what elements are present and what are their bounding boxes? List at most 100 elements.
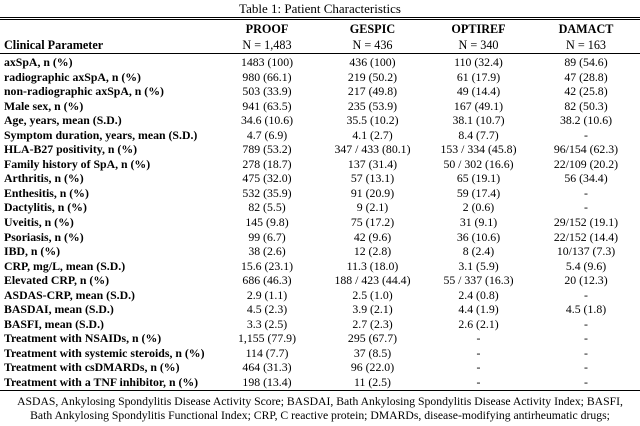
value-cell: 4.1 (2.7) xyxy=(352,127,393,142)
column-header-damact: DAMACT xyxy=(558,22,614,36)
value-cell: 2.7 (2.3) xyxy=(352,316,393,331)
value-cell: 31 (9.1) xyxy=(459,215,498,230)
value-cell: 2.6 (2.1) xyxy=(458,316,499,331)
clinical-parameter-cell: Family history of SpA, n (%) xyxy=(4,156,151,171)
value-cell: 42 (9.6) xyxy=(353,229,392,244)
value-cell: - xyxy=(584,345,588,360)
value-cell: 37 (8.5) xyxy=(353,345,392,360)
column-header-optiref: OPTIREF xyxy=(451,22,506,36)
table-row: Age, years, mean (S.D.) 34.6 (10.6) 35.5 (… xyxy=(0,113,640,128)
clinical-parameter-header: Clinical Parameter xyxy=(4,38,104,52)
table-row: Dactylitis, n (%) 82 (5.5) 9 (2.1) 2 (0.6) - xyxy=(0,200,640,215)
value-cell: 50 / 302 (16.6) xyxy=(443,156,514,171)
table-row: IBD, n (%) 38 (2.6) 12 (2.8) 8 (2.4) 10/137 … xyxy=(0,244,640,259)
value-cell: 4.7 (6.9) xyxy=(246,127,288,142)
footnote-line-1: ASDAS, Ankylosing Spondylitis Disease Ac… xyxy=(17,394,623,408)
value-cell: 4.5 (1.8) xyxy=(565,302,607,317)
clinical-parameter-cell: Treatment with csDMARDs, n (%) xyxy=(4,360,180,375)
value-cell: 2.4 (0.8) xyxy=(458,287,499,302)
value-cell: 47 (28.8) xyxy=(564,69,608,84)
value-cell: 217 (49.8) xyxy=(347,84,398,99)
value-cell: 3.1 (5.9) xyxy=(458,258,499,273)
value-cell: 980 (66.1) xyxy=(242,69,292,84)
value-cell: 82 (5.5) xyxy=(248,200,286,215)
clinical-parameter-cell: HLA-B27 positivity, n (%) xyxy=(4,142,138,157)
clinical-parameter-cell: IBD, n (%) xyxy=(4,244,61,259)
column-header-proof: PROOF xyxy=(245,22,289,36)
clinical-parameter-cell: Arthritis, n (%) xyxy=(4,171,84,186)
value-cell: 42 (25.8) xyxy=(564,84,608,99)
clinical-parameter-cell: CRP, mg/L, mean (S.D.) xyxy=(4,258,126,273)
value-cell: 35.5 (10.2) xyxy=(346,113,399,128)
clinical-parameter-cell: axSpA, n (%) xyxy=(4,55,73,69)
table-row: Psoriasis, n (%) 99 (6.7) 42 (9.6) 36 (10.6… xyxy=(0,230,640,245)
value-cell: 12 (2.8) xyxy=(353,244,392,259)
value-cell: 56 (34.4) xyxy=(564,171,608,186)
table-row: Treatment with NSAIDs, n (%) 1,155 (77.9)… xyxy=(0,331,640,346)
clinical-parameter-cell: BASFI, mean (S.D.) xyxy=(4,316,104,331)
value-cell: 61 (17.9) xyxy=(456,69,501,84)
value-cell: 8 (2.4) xyxy=(462,244,495,259)
value-cell: 188 / 423 (44.4) xyxy=(334,273,411,288)
value-cell: 65 (19.1) xyxy=(456,171,501,186)
value-cell: 789 (53.2) xyxy=(242,142,292,157)
sample-size-row: Clinical Parameter N = 1,483 N = 436 N =… xyxy=(0,37,640,54)
value-cell: 4.5 (2.3) xyxy=(246,302,288,317)
value-cell: 11.3 (18.0) xyxy=(346,258,399,273)
value-cell: 503 (33.9) xyxy=(242,84,292,99)
value-cell: - xyxy=(584,331,588,346)
value-cell: 153 / 334 (45.8) xyxy=(440,142,517,157)
footnote-line-2: Bath Ankylosing Spondylitis Functional I… xyxy=(30,408,610,422)
value-cell: 99 (6.7) xyxy=(248,229,286,244)
value-cell: 55 / 337 (16.3) xyxy=(443,273,514,288)
value-cell: 8.4 (7.7) xyxy=(458,127,499,142)
value-cell: 532 (35.9) xyxy=(242,185,292,200)
value-cell: 22/109 (20.2) xyxy=(553,156,619,171)
value-cell: 347 / 433 (80.1) xyxy=(334,142,411,157)
sample-size-optiref: N = 340 xyxy=(458,38,499,52)
clinical-parameter-cell: Dactylitis, n (%) xyxy=(4,200,87,215)
sample-size-gespic: N = 436 xyxy=(352,38,393,52)
table-row: Enthesitis, n (%) 532 (35.9) 91 (20.9) 59 (… xyxy=(0,186,640,201)
value-cell: 29/152 (19.1) xyxy=(553,215,619,230)
clinical-parameter-cell: Enthesitis, n (%) xyxy=(4,185,89,200)
value-cell: 5.4 (9.6) xyxy=(565,258,607,273)
value-cell: 110 (32.4) xyxy=(454,55,503,69)
table-row: Elevated CRP, n (%) 686 (46.3) 188 / 423 (… xyxy=(0,273,640,288)
value-cell: 15.6 (23.1) xyxy=(240,258,294,273)
table-row: BASFI, mean (S.D.) 3.3 (2.5) 2.7 (2.3) 2.6 … xyxy=(0,317,640,332)
value-cell: 436 (100) xyxy=(349,55,396,69)
clinical-parameter-cell: BASDAI, mean (S.D.) xyxy=(4,302,114,317)
value-cell: 36 (10.6) xyxy=(456,229,501,244)
table-footnote: ASDAS, Ankylosing Spondylitis Disease Ac… xyxy=(0,395,640,423)
clinical-parameter-cell: Treatment with NSAIDs, n (%) xyxy=(4,331,162,346)
table-row: Symptom duration, years, mean (S.D.) 4.7 … xyxy=(0,128,640,143)
value-cell: - xyxy=(476,360,481,375)
value-cell: 2 (0.6) xyxy=(462,200,495,215)
clinical-parameter-cell: Psoriasis, n (%) xyxy=(4,229,84,244)
clinical-parameter-cell: radiographic axSpA, n (%) xyxy=(4,69,141,84)
table-row: Uveitis, n (%) 145 (9.8) 75 (17.2) 31 (9.1)… xyxy=(0,215,640,230)
value-cell: 114 (7.7) xyxy=(245,345,289,360)
clinical-parameter-cell: Elevated CRP, n (%) xyxy=(4,273,110,288)
value-cell: 686 (46.3) xyxy=(242,273,292,288)
sample-size-proof: N = 1,483 xyxy=(242,38,292,52)
value-cell: 464 (31.3) xyxy=(242,360,292,375)
value-cell: 2.9 (1.1) xyxy=(246,287,288,302)
value-cell: 38.1 (10.7) xyxy=(452,113,505,128)
value-cell: 235 (53.9) xyxy=(347,98,398,113)
value-cell: 38.2 (10.6) xyxy=(559,113,613,128)
value-cell: 295 (67.7) xyxy=(347,331,398,346)
table-row: Arthritis, n (%) 475 (32.0) 57 (13.1) 65 (1… xyxy=(0,171,640,186)
value-cell: 75 (17.2) xyxy=(350,215,395,230)
value-cell: 38 (2.6) xyxy=(248,244,286,259)
table-row: Treatment with systemic steroids, n (%) 1… xyxy=(0,346,640,361)
table-row: BASDAI, mean (S.D.) 4.5 (2.3) 3.9 (2.1) 4.4… xyxy=(0,302,640,317)
value-cell: 219 (50.2) xyxy=(347,69,398,84)
table-row: Treatment with csDMARDs, n (%) 464 (31.3)… xyxy=(0,360,640,375)
value-cell: 1,155 (77.9) xyxy=(238,331,296,346)
table-header: PROOF GESPIC OPTIREF DAMACT Clinical Par… xyxy=(0,19,640,54)
value-cell: - xyxy=(476,345,481,360)
value-cell: 82 (50.3) xyxy=(564,98,608,113)
value-cell: 475 (32.0) xyxy=(242,171,292,186)
